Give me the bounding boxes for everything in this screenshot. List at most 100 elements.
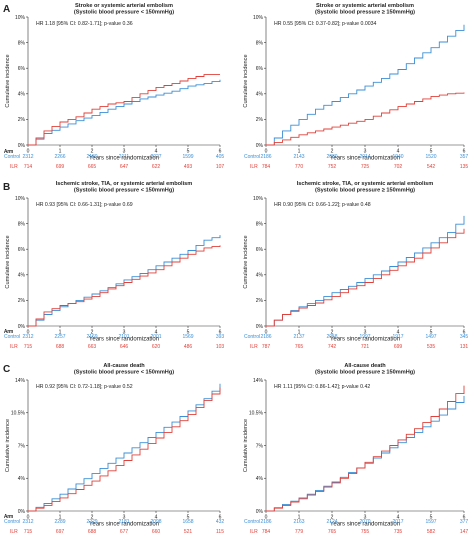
risk-table-cell: 2027 — [150, 154, 161, 160]
x-tick-label: 4 — [155, 515, 158, 521]
risk-table-cell: 1520 — [425, 154, 436, 160]
x-tick-label: 6 — [463, 515, 466, 521]
chart-subtitle: (Systolic blood pressure ≥ 150mmHg) — [315, 370, 415, 376]
risk-table-cell: 2058 — [326, 334, 337, 340]
y-tick-label: 2% — [18, 298, 26, 304]
risk-table-cell: 535 — [427, 344, 436, 350]
chart-title: Ischemic stroke, TIA, or systemic arteri… — [297, 181, 434, 187]
risk-table-cell: 699 — [56, 164, 65, 170]
risk-table-cell: 620 — [152, 344, 161, 350]
risk-table-cell: 752 — [328, 164, 337, 170]
risk-table-cell: 103 — [216, 344, 225, 350]
y-tick-label: 4% — [18, 92, 26, 98]
risk-table-cell: 1917 — [392, 334, 403, 340]
chart-panel-2: Stroke or systemic arterial embolism(Sys… — [4, 3, 468, 170]
y-tick-label: 6% — [256, 247, 264, 253]
y-tick-label: 10% — [253, 196, 264, 202]
series-line-control — [266, 395, 465, 512]
x-axis-label: Years since randomization — [89, 156, 159, 162]
x-tick-label: 4 — [155, 330, 158, 336]
risk-table-header: Arm — [4, 329, 13, 335]
y-axis-label: Cumulative incidence — [5, 54, 11, 107]
risk-table-cell: 2181 — [118, 519, 129, 525]
y-tick-label: 8% — [18, 40, 26, 46]
risk-table-cell: 2289 — [54, 519, 65, 525]
x-tick-label: 3 — [364, 330, 367, 336]
risk-table-cell: 493 — [184, 164, 193, 170]
risk-table-cell: 2163 — [293, 519, 304, 525]
risk-table-row-label: Control — [244, 334, 260, 340]
chart-title: All-cause death — [344, 363, 386, 369]
y-axis-label: Cumulative incidence — [5, 235, 11, 288]
risk-table-cell: 663 — [88, 344, 97, 350]
x-tick-label: 3 — [123, 330, 126, 336]
x-tick-label: 1 — [59, 330, 62, 336]
risk-table-row-label: Control — [244, 154, 260, 160]
y-tick-label: 0% — [18, 509, 26, 515]
risk-table-cell: 486 — [184, 344, 193, 350]
risk-table-cell: 1569 — [182, 334, 193, 340]
risk-table-cell: 2143 — [293, 154, 304, 160]
y-tick-label: 10.5% — [249, 411, 264, 417]
x-tick-label: 0 — [27, 149, 30, 155]
risk-table-cell: 2312 — [22, 519, 33, 525]
y-tick-label: 7% — [18, 443, 26, 449]
y-tick-label: 6% — [18, 66, 26, 72]
risk-table-cell: 2186 — [260, 519, 271, 525]
risk-table-row-label: ILR — [10, 529, 18, 535]
x-tick-label: 6 — [219, 149, 222, 155]
risk-table-cell: 393 — [216, 334, 225, 340]
x-tick-label: 0 — [27, 330, 30, 336]
risk-table-row-label: ILR — [10, 344, 18, 350]
risk-table-header: Arm — [4, 514, 13, 520]
risk-table-cell: 2229 — [86, 519, 97, 525]
x-axis-label: Years since randomization — [89, 522, 159, 528]
chart-title: All-cause death — [103, 363, 145, 369]
x-tick-label: 3 — [364, 149, 367, 155]
risk-table-cell: 721 — [361, 344, 370, 350]
risk-table-cell: 702 — [394, 164, 403, 170]
risk-table-cell: 660 — [152, 529, 161, 535]
risk-table-cell: 646 — [120, 344, 129, 350]
y-tick-label: 0% — [256, 509, 264, 515]
hazard-ratio-annotation: HR 1.18 [95% CI: 0.82-1.71]; p-value 0.3… — [36, 21, 133, 27]
risk-table-cell: 787 — [262, 344, 271, 350]
risk-table-cell: 2169 — [86, 334, 97, 340]
x-tick-label: 0 — [265, 149, 268, 155]
series-line-control — [266, 24, 465, 146]
x-axis-label: Years since randomization — [330, 156, 400, 162]
x-tick-label: 5 — [187, 515, 190, 521]
risk-table-header: Arm — [4, 149, 13, 155]
x-axis-label: Years since randomization — [330, 337, 400, 343]
y-tick-label: 2% — [256, 117, 264, 123]
series-line-ilr — [266, 92, 465, 146]
risk-table-cell: 779 — [295, 529, 304, 535]
risk-table-cell: 765 — [295, 344, 304, 350]
risk-table-cell: 2124 — [326, 519, 337, 525]
x-tick-label: 0 — [265, 330, 268, 336]
risk-table-cell: 2180 — [86, 154, 97, 160]
x-tick-label: 6 — [463, 149, 466, 155]
chart-subtitle: (Systolic blood pressure < 150mmHg) — [74, 370, 174, 376]
risk-table-cell: 2266 — [54, 154, 65, 160]
y-tick-label: 0% — [18, 143, 26, 149]
risk-table-cell: 1599 — [182, 154, 193, 160]
risk-table-cell: 2312 — [22, 334, 33, 340]
y-tick-label: 14% — [253, 378, 264, 384]
risk-table-row-label: ILR — [250, 164, 258, 170]
x-tick-label: 2 — [331, 515, 334, 521]
y-axis-label: Cumulative incidence — [243, 419, 249, 472]
chart-title: Ischemic stroke, TIA, or systemic arteri… — [56, 181, 193, 187]
x-tick-label: 4 — [397, 149, 400, 155]
risk-table-header: Arm — [4, 514, 13, 520]
y-axis-label: Cumulative incidence — [243, 235, 249, 288]
chart-panel-5: C All-cause death(Systolic blood pressure… — [3, 363, 224, 535]
chart-subtitle: (Systolic blood pressure < 150mmHg) — [74, 10, 174, 16]
hazard-ratio-annotation: HR 0.55 [95% CI: 0.37-0.82]; p-value 0.0… — [274, 21, 376, 27]
chart-panel-1: A Stroke or systemic arterial embolism(Sy… — [3, 3, 224, 170]
risk-table-cell: 2070 — [359, 519, 370, 525]
y-tick-label: 8% — [256, 221, 264, 227]
risk-table-row-label: Control — [4, 154, 20, 160]
y-tick-label: 8% — [256, 40, 264, 46]
